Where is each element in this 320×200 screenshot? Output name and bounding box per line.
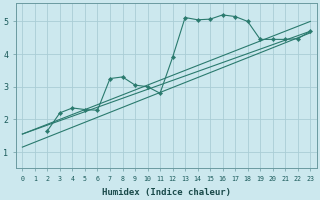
X-axis label: Humidex (Indice chaleur): Humidex (Indice chaleur) bbox=[102, 188, 231, 197]
